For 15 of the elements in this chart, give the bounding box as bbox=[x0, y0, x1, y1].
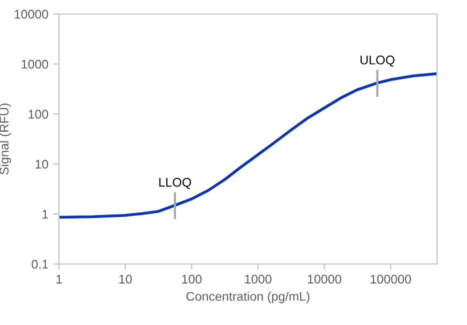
annotation: LLOQ bbox=[159, 178, 192, 189]
y-tick-label: 1 bbox=[42, 210, 48, 219]
y-tick-label: 10000 bbox=[14, 10, 48, 19]
x-tick-label: 100 bbox=[182, 274, 202, 284]
x-axis-title: Concentration (pg/mL) bbox=[186, 292, 310, 304]
x-tick-label: 1 bbox=[56, 274, 62, 284]
annotation: ULOQ bbox=[360, 56, 394, 67]
x-tick-label: 10 bbox=[119, 274, 132, 284]
y-tick-label: 10 bbox=[36, 160, 48, 169]
x-tick-label: 10000 bbox=[308, 274, 342, 284]
x-tick-label: 1000 bbox=[245, 274, 272, 284]
y-tick-label: 1000 bbox=[22, 60, 48, 69]
x-tick-label: 100000 bbox=[370, 274, 412, 284]
y-tick-label: 100 bbox=[28, 110, 48, 119]
y-tick-label: 0.1 bbox=[32, 260, 48, 269]
